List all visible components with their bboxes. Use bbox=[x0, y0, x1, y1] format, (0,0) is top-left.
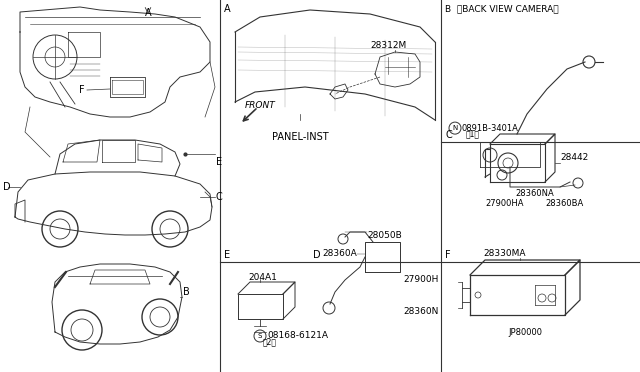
Text: A: A bbox=[224, 4, 230, 14]
Text: 28360NA: 28360NA bbox=[515, 189, 554, 198]
Text: 28360N: 28360N bbox=[403, 308, 438, 317]
Text: 27900HA: 27900HA bbox=[485, 199, 524, 208]
Text: 28050B: 28050B bbox=[367, 231, 402, 240]
Text: 28360A: 28360A bbox=[323, 250, 357, 259]
Text: JP80000: JP80000 bbox=[508, 328, 542, 337]
Text: E: E bbox=[216, 157, 222, 167]
Text: 0891B-3401A: 0891B-3401A bbox=[462, 124, 519, 132]
Text: PANEL-INST: PANEL-INST bbox=[272, 132, 328, 142]
Text: S: S bbox=[258, 333, 262, 339]
Text: C: C bbox=[216, 192, 223, 202]
Text: D: D bbox=[3, 182, 11, 192]
Text: 〈1〉: 〈1〉 bbox=[466, 129, 480, 139]
Text: C: C bbox=[445, 130, 452, 140]
Text: E: E bbox=[224, 250, 230, 260]
Text: F: F bbox=[79, 85, 85, 95]
Text: 28330MA: 28330MA bbox=[484, 249, 526, 258]
Text: FRONT: FRONT bbox=[245, 101, 276, 110]
Text: 28360BA: 28360BA bbox=[545, 199, 583, 208]
Text: F: F bbox=[445, 250, 451, 260]
Text: A: A bbox=[145, 8, 151, 18]
Text: N: N bbox=[452, 125, 458, 131]
Text: 27900H: 27900H bbox=[403, 276, 438, 285]
Text: 08168-6121A: 08168-6121A bbox=[267, 331, 328, 340]
Text: 204A1: 204A1 bbox=[248, 273, 277, 282]
Text: 28312M: 28312M bbox=[370, 41, 406, 50]
Text: 28442: 28442 bbox=[560, 154, 588, 163]
Text: B  〈BACK VIEW CAMERA〉: B 〈BACK VIEW CAMERA〉 bbox=[445, 4, 559, 13]
Text: 〈2〉: 〈2〉 bbox=[263, 337, 277, 346]
Text: D: D bbox=[313, 250, 321, 260]
Text: B: B bbox=[183, 287, 189, 297]
